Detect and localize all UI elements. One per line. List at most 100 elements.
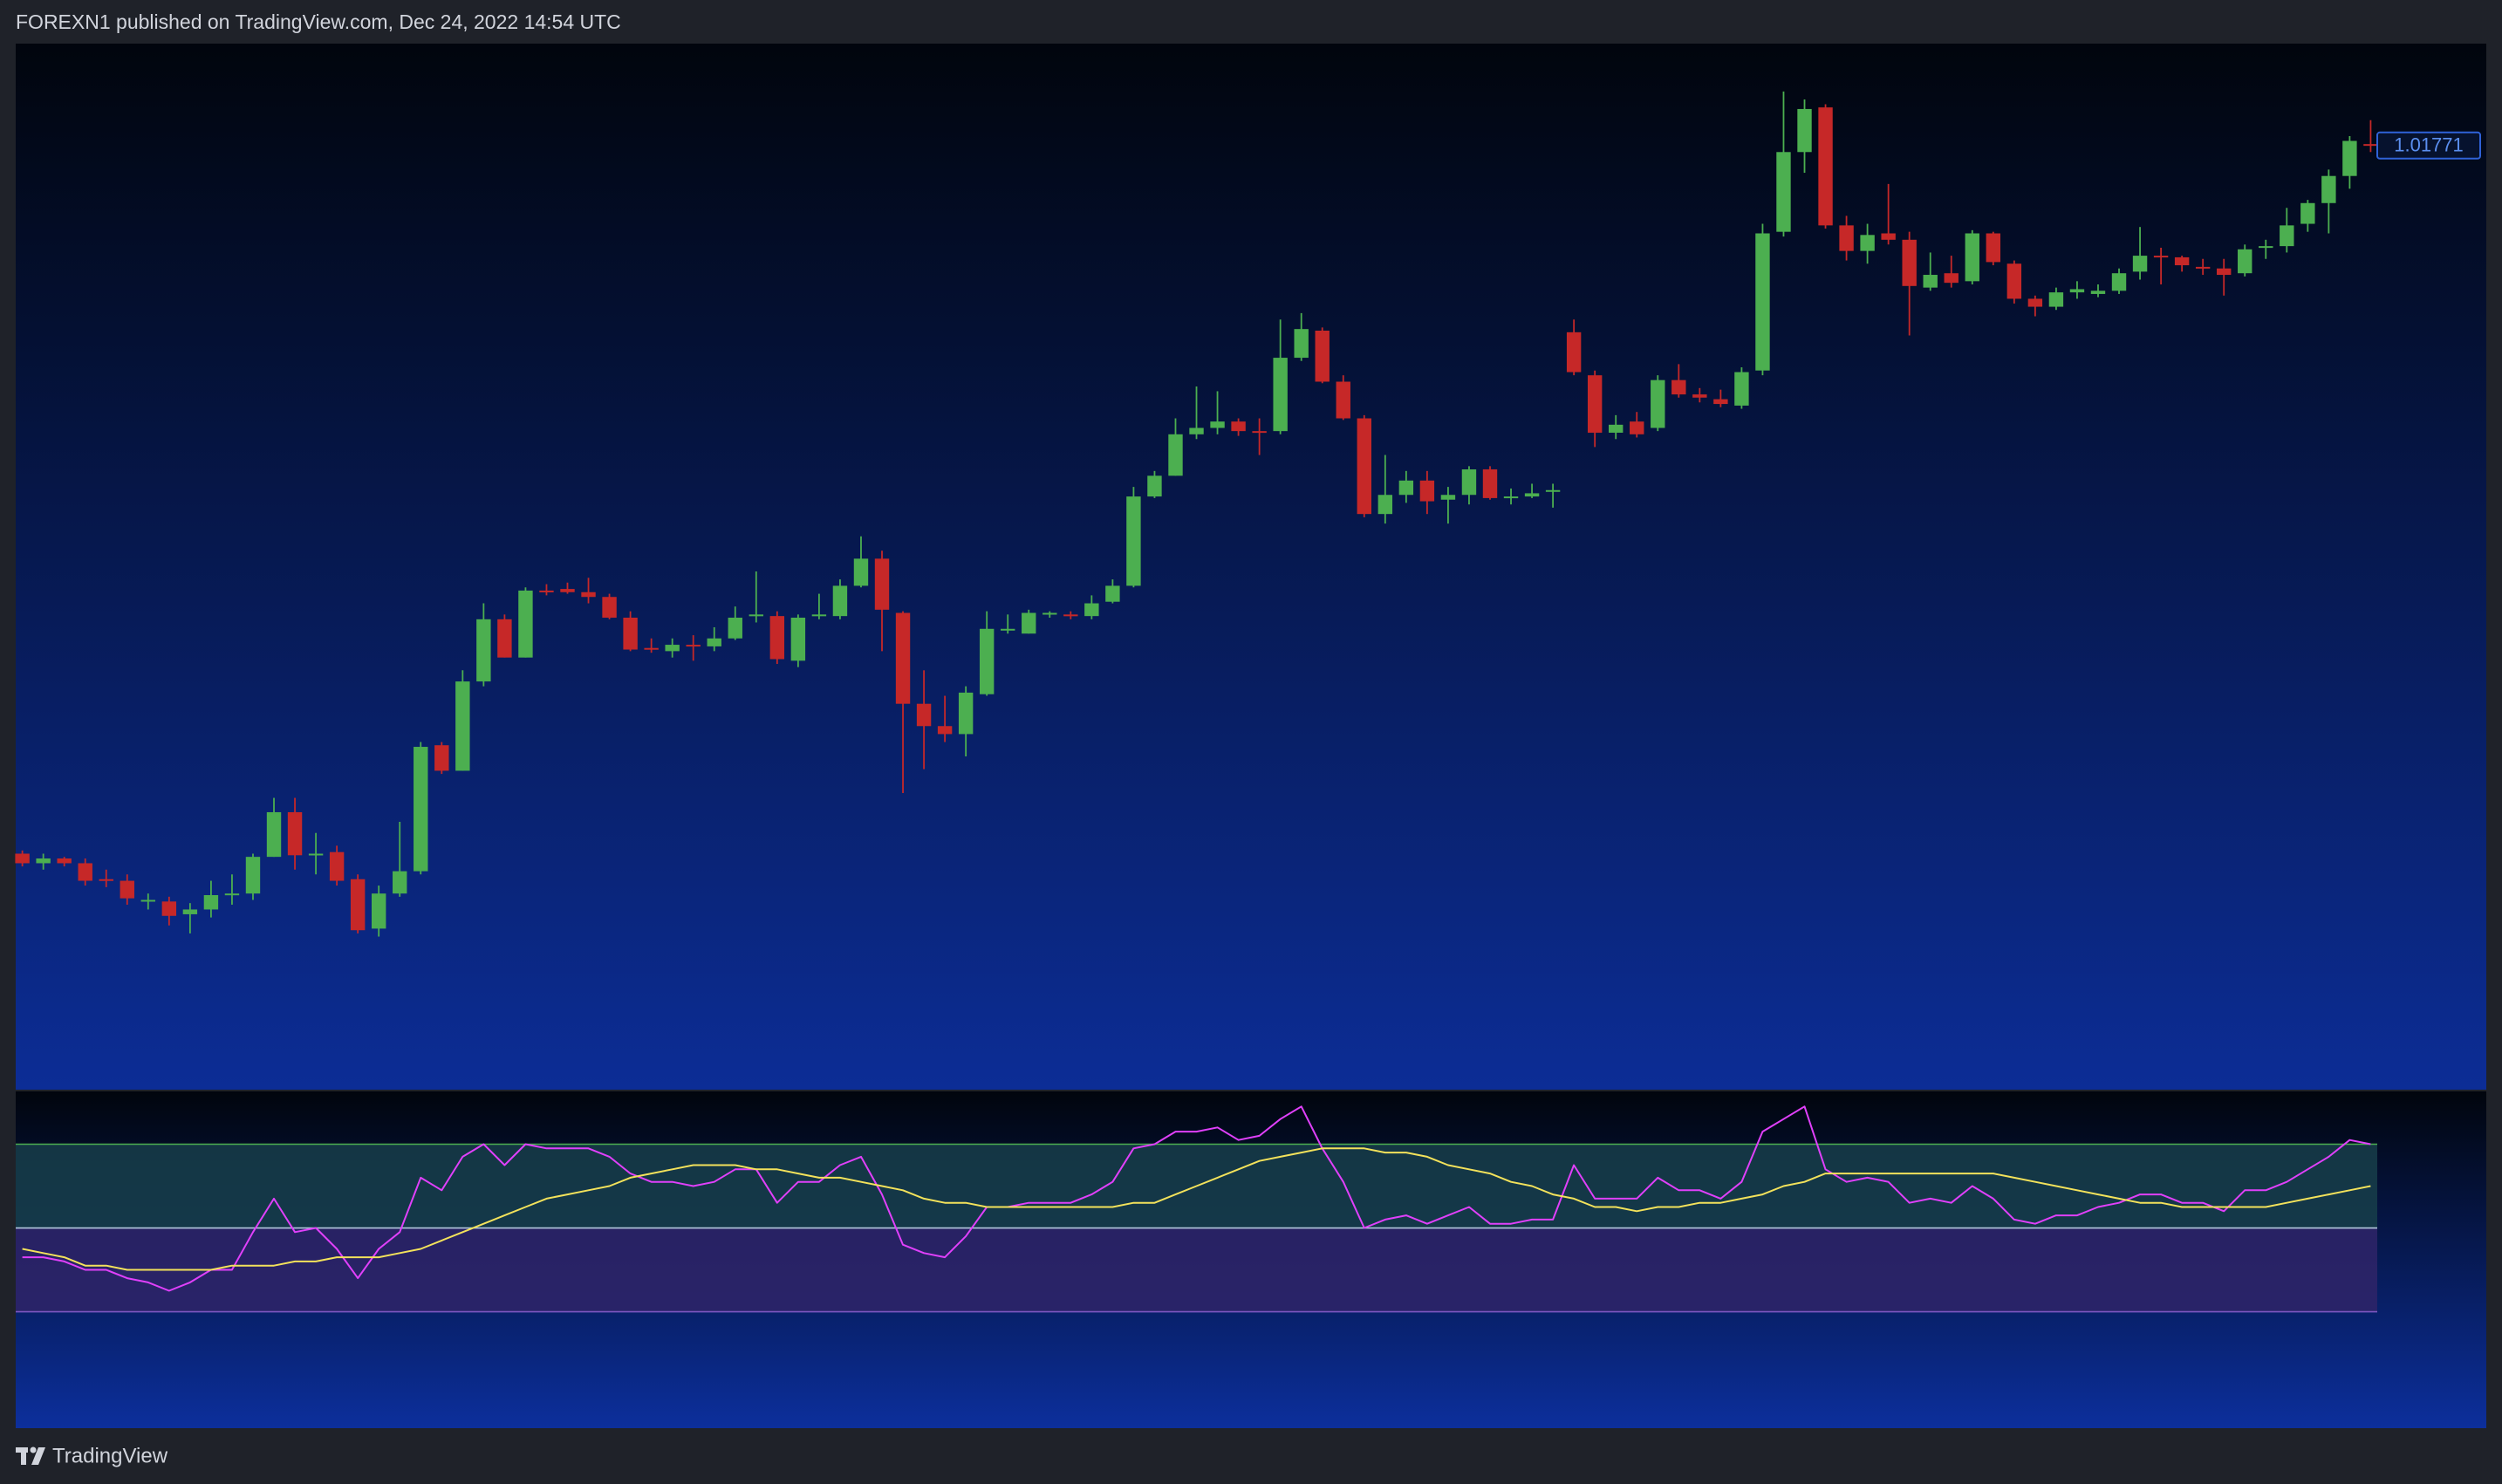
candle-body [1315, 330, 1330, 382]
candle-body [644, 647, 659, 650]
candle-body [224, 893, 240, 896]
candle-body [1126, 496, 1141, 586]
candle-body [1231, 421, 1246, 432]
candle-body [2259, 246, 2273, 249]
price-label-box [2376, 131, 2481, 160]
candle-body [1461, 469, 1477, 496]
candle-body [916, 703, 932, 727]
candle-body [2280, 225, 2294, 247]
candle-body [371, 893, 386, 929]
candle-body [832, 585, 848, 617]
candle-body [581, 592, 596, 598]
candle-body [2048, 292, 2064, 307]
candle-body [665, 645, 680, 652]
candle-body [1818, 107, 1833, 226]
brand-logo [16, 1446, 45, 1465]
candle-body [790, 617, 806, 661]
candle-body [1419, 480, 1435, 502]
candle-body [1210, 421, 1225, 428]
candle-body [728, 617, 742, 639]
candle-body [99, 879, 113, 881]
candle-body [1189, 427, 1204, 434]
candle-body [749, 614, 764, 617]
candle-body [308, 853, 324, 856]
candle-body [1524, 493, 1540, 497]
candle-body [203, 895, 219, 910]
candle-body [1881, 233, 1896, 240]
candle-body [393, 871, 407, 894]
level-band [16, 1228, 2377, 1312]
candle-body [1713, 399, 1728, 405]
price-label: 1.01771 [2394, 134, 2464, 156]
candle-body [1671, 380, 1686, 395]
candle-body [1398, 480, 1414, 496]
candle-body [1860, 235, 1875, 251]
candle-body [2238, 249, 2252, 274]
candle-body [2321, 175, 2336, 203]
candle-body [36, 858, 51, 864]
candle-body [1273, 358, 1288, 432]
candle-body [937, 726, 953, 735]
indicator-line [22, 1147, 2371, 1271]
candle-body [1294, 329, 1309, 359]
candle-body [1755, 233, 1770, 371]
candle-body [1482, 469, 1498, 498]
candle-body [1566, 332, 1582, 373]
candle-body [979, 628, 995, 694]
candle-body [476, 619, 491, 682]
candle-body [1377, 495, 1393, 515]
candle-body [161, 901, 177, 916]
candle-body [434, 745, 449, 771]
candle-body [2342, 140, 2357, 176]
publish-info: FOREXN1 published on TradingView.com, De… [16, 10, 621, 33]
candle-body [895, 612, 911, 704]
candle-body [1587, 375, 1603, 433]
candle-body [2027, 298, 2043, 307]
candle-body [1923, 275, 1938, 288]
candle-body [2132, 256, 2148, 272]
candle-body [2006, 263, 2022, 299]
candle-body [518, 590, 533, 658]
candle-body [497, 619, 512, 658]
candle-body [958, 692, 974, 735]
candle-body [1440, 495, 1456, 500]
candle-body [1084, 603, 1099, 617]
candle-body [1252, 431, 1267, 434]
candle-body [120, 880, 134, 899]
candle-body [2195, 266, 2211, 269]
candle-body [853, 558, 869, 586]
candle-body [414, 747, 428, 872]
candle-body [1839, 225, 1854, 251]
candle-body [1630, 421, 1644, 434]
candle-body [1797, 108, 1812, 153]
candle-body [2216, 268, 2232, 276]
indicator-line [22, 1105, 2371, 1292]
candle-body [78, 863, 92, 881]
candle-body [1986, 233, 2001, 263]
candle-body [707, 638, 721, 646]
candle-body [329, 851, 345, 881]
candle-body [1734, 372, 1749, 406]
candle-body [1944, 273, 1959, 284]
candle-body [2111, 273, 2127, 291]
candle-body [2300, 202, 2315, 224]
brand-name: TradingView [52, 1444, 168, 1467]
candle-body [811, 614, 827, 617]
candle-body [1336, 381, 1350, 419]
candle-body [266, 811, 282, 858]
candle-body [15, 853, 30, 864]
candle-body [769, 616, 785, 660]
candle-body [245, 857, 261, 894]
candle-body [182, 909, 198, 914]
candle-body [1965, 233, 1979, 282]
candle-body [2174, 256, 2190, 266]
candle-body [560, 589, 575, 592]
candle-body [2090, 291, 2106, 294]
candle-body [2153, 256, 2169, 258]
candle-body [874, 558, 890, 610]
candle-body [623, 617, 638, 650]
candle-body [1147, 475, 1162, 497]
candle-body [2363, 144, 2378, 147]
candle-body [1609, 424, 1624, 433]
